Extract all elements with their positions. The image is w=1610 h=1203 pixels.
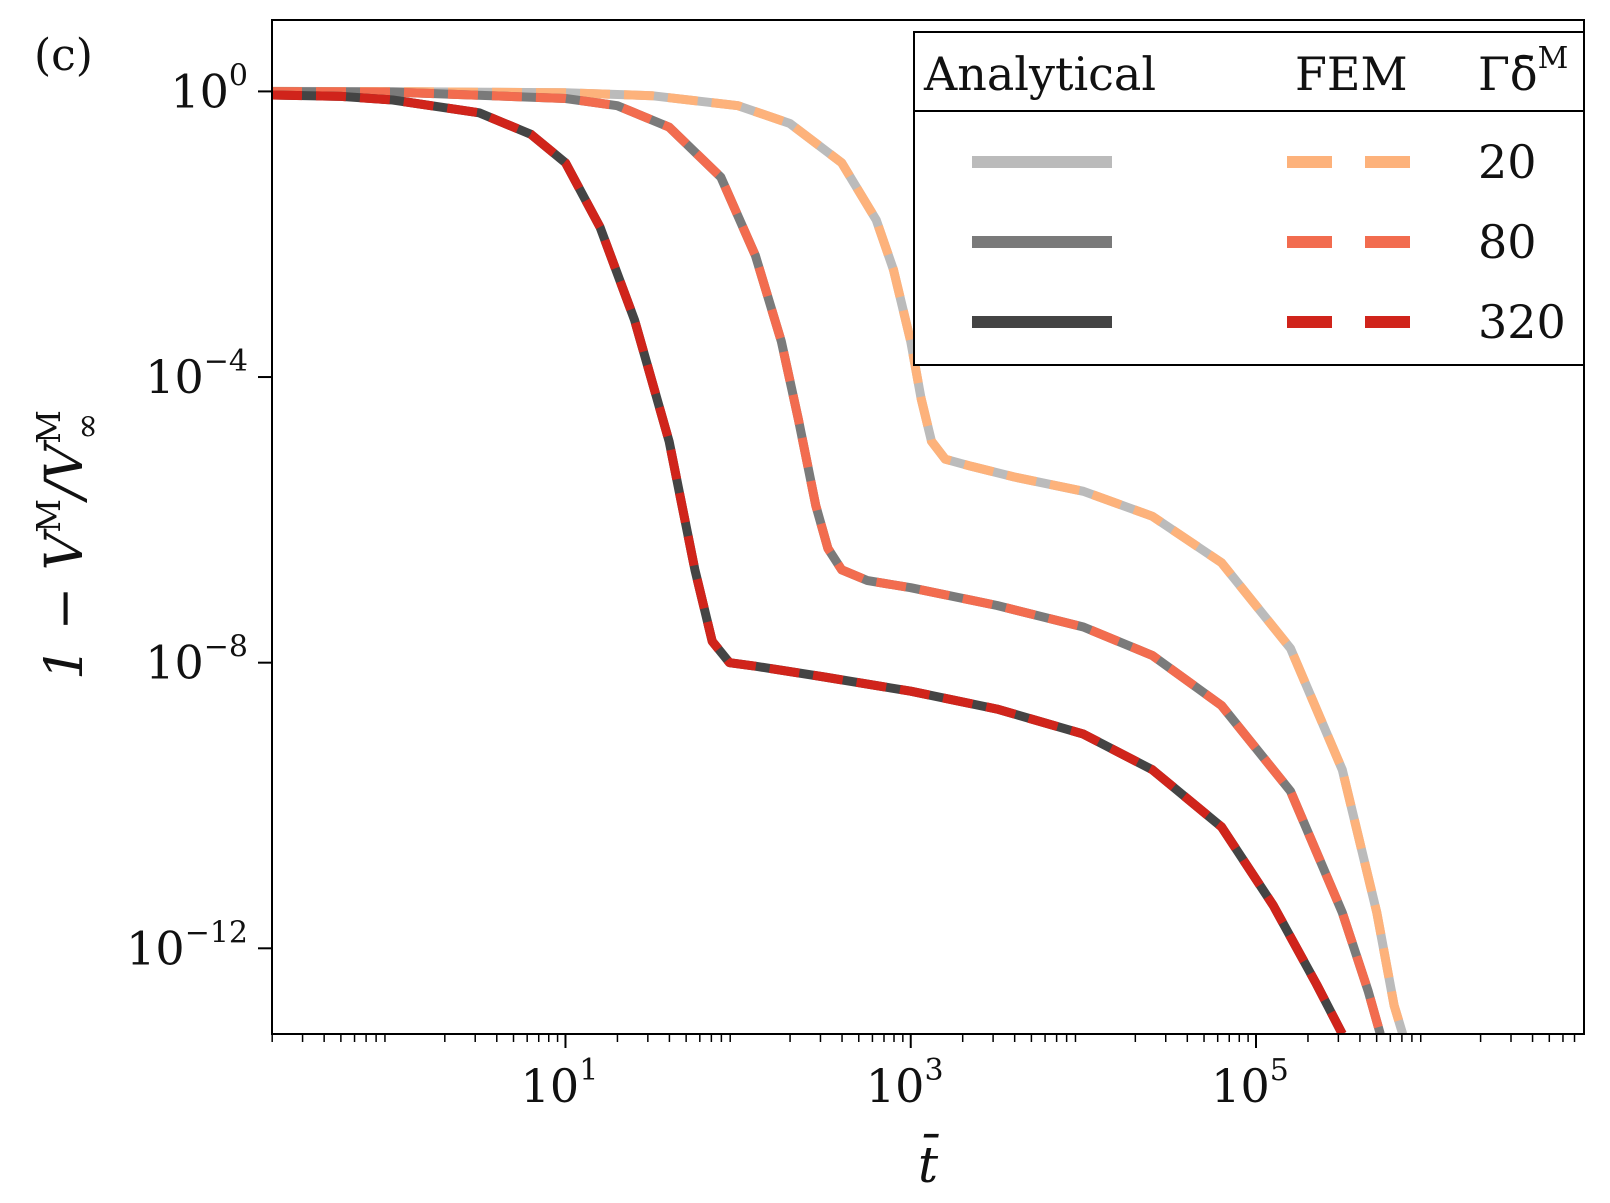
plot-frame — [271, 19, 1585, 1035]
fem-line-1 — [272, 87, 1385, 1034]
legend-header-fem: FEM — [1295, 47, 1408, 101]
panel-label: (c) — [34, 30, 93, 81]
legend-value-label: 320 — [1478, 295, 1566, 349]
x-minor-ticks — [271, 1034, 1576, 1042]
legend-value-label: 20 — [1478, 135, 1537, 189]
x-axis-ticks: 101 103 105 — [521, 1034, 1289, 1113]
x-tick-label: 101 — [521, 1053, 599, 1113]
legend-header-analytical: Analytical — [923, 47, 1156, 101]
legend-box — [913, 31, 1585, 366]
legend: Analytical FEM Γδ̄M 20 80 320 — [913, 31, 1585, 366]
y-label-sup2: M — [29, 410, 68, 444]
x-axis-label: t̄ — [918, 1133, 939, 1194]
x-tick-label: 105 — [1211, 1053, 1289, 1113]
y-label-prefix: 1 − V — [35, 528, 95, 680]
svg-text:1 − VM/VM∞: 1 − VM/VM∞ — [29, 410, 106, 680]
y-tick-label: 10−12 — [126, 915, 248, 975]
fem-line-2 — [272, 90, 1347, 1034]
legend-param-sup: M — [1538, 41, 1569, 76]
y-tick-label: 10−4 — [145, 344, 248, 404]
legend-param-base: Γδ̄ — [1478, 47, 1538, 101]
y-axis-ticks: 100 10−4 10−8 10−12 — [126, 58, 272, 975]
y-axis-label: 1 − VM/VM∞ — [29, 410, 106, 680]
legend-header-param: Γδ̄M — [1478, 41, 1568, 101]
y-tick-label: 10−8 — [145, 630, 248, 690]
y-label-mid: /V — [35, 439, 95, 504]
x-axis-label-text: t̄ — [918, 1133, 939, 1194]
y-label-sub2: ∞ — [67, 413, 106, 441]
y-tick-label: 100 — [170, 58, 248, 118]
legend-value-label: 80 — [1478, 215, 1537, 269]
y-label-sup1: M — [29, 499, 68, 533]
x-tick-label: 103 — [866, 1053, 944, 1113]
fem-line-0 — [272, 86, 1408, 1034]
series-layer — [272, 86, 1408, 1034]
